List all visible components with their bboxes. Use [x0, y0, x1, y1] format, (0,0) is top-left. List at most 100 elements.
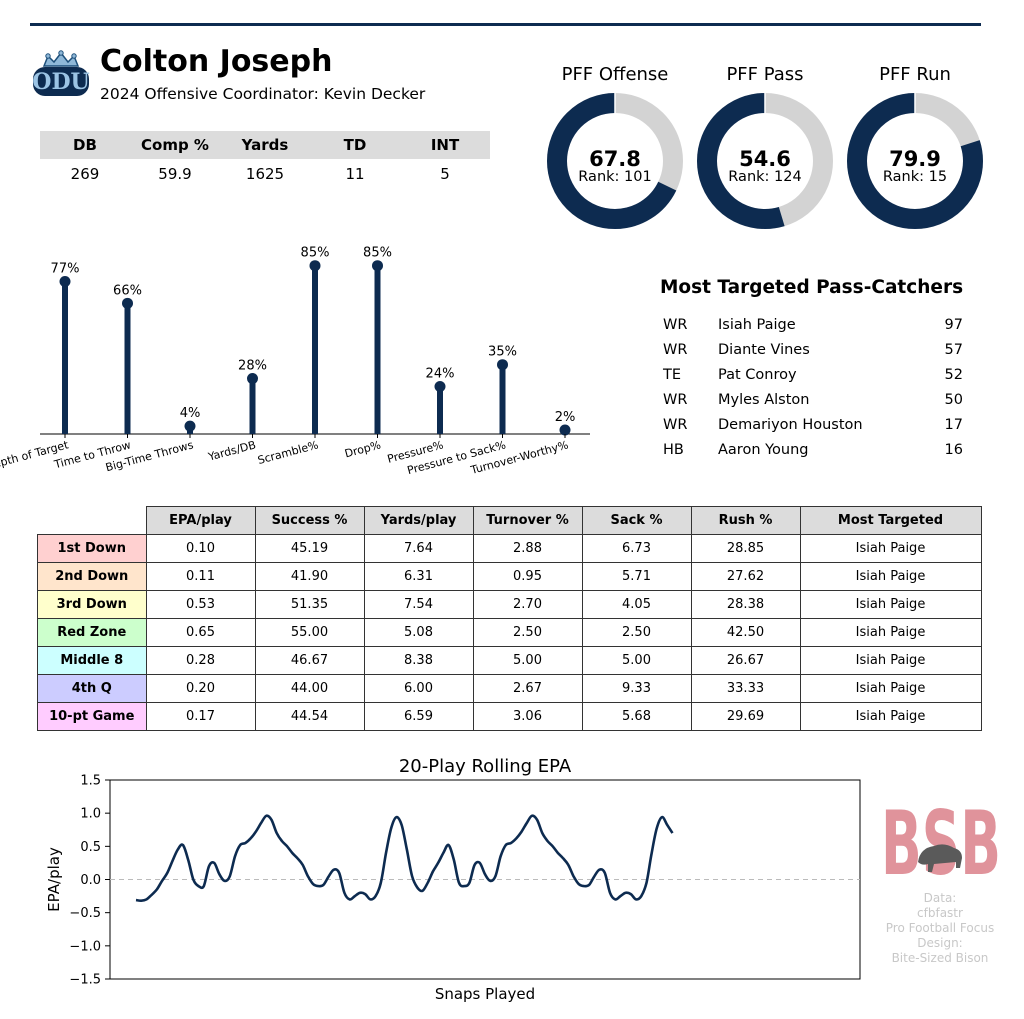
situation-row: 1st Down 0.10 45.19 7.64 2.88 6.73 28.85 Isiah … — [37, 534, 982, 563]
lollipop-value-label: 4% — [180, 406, 201, 421]
situation-column-header: EPA/play — [145, 506, 256, 535]
lollipop-dot — [59, 276, 71, 288]
lollipop-value-label: 85% — [363, 246, 392, 261]
situation-row: Middle 8 0.28 46.67 8.38 5.00 5.00 26.67 Isiah … — [37, 646, 982, 675]
epa-y-axis-label: EPA/play — [45, 847, 63, 912]
most-targeted-title: Most Targeted Pass-Catchers — [660, 277, 964, 298]
situation-cell: 2.50 — [472, 618, 583, 647]
stat-header-4: INT — [430, 136, 460, 154]
pff-donut-1: PFF Pass 54.6 Rank: 124 — [690, 62, 840, 238]
target-player: Isiah Paige — [718, 317, 796, 333]
coordinator-subtitle: 2024 Offensive Coordinator: Kevin Decker — [100, 85, 426, 103]
situation-cell: 55.00 — [254, 618, 365, 647]
donut-ring — [847, 92, 983, 229]
top-divider — [30, 23, 981, 26]
target-count: 17 — [944, 417, 963, 433]
target-count: 16 — [944, 442, 963, 458]
bison-icon — [918, 844, 962, 872]
situation-cell: 0.17 — [145, 702, 256, 731]
stat-header-3: TD — [343, 136, 367, 154]
situation-row: Red Zone 0.65 55.00 5.08 2.50 2.50 42.50 Isiah … — [37, 618, 982, 647]
situation-cell: 6.59 — [363, 702, 474, 731]
target-position: HB — [663, 442, 684, 458]
donut-ring — [547, 92, 683, 229]
situation-label: 2nd Down — [37, 562, 147, 591]
situation-cell: Isiah Paige — [799, 618, 982, 647]
target-row: WR Myles Alston 50 — [662, 392, 972, 417]
situation-cell: 2.50 — [581, 618, 692, 647]
situation-cell: 0.20 — [145, 674, 256, 703]
svg-text:BSB: BSB — [881, 792, 1001, 882]
situation-cell: 0.10 — [145, 534, 256, 563]
epa-x-axis-label: Snaps Played — [435, 985, 535, 1003]
pff-rank-label: Rank: 124 — [728, 169, 802, 185]
target-row: WR Isiah Paige 97 — [662, 317, 972, 342]
credit-line: Data: — [923, 891, 957, 905]
pff-donut-title: PFF Offense — [561, 64, 669, 85]
target-row: TE Pat Conroy 52 — [662, 367, 972, 392]
lollipop-value-label: 85% — [301, 246, 330, 261]
lollipop-category-label: Scramble% — [256, 438, 320, 467]
stat-value-4: 5 — [440, 165, 450, 183]
situation-cell: 9.33 — [581, 674, 692, 703]
pff-donut-title: PFF Run — [879, 64, 951, 85]
situation-label: 4th Q — [37, 674, 147, 703]
situation-row: 3rd Down 0.53 51.35 7.54 2.70 4.05 28.38 Isiah … — [37, 590, 982, 619]
target-position: TE — [663, 367, 682, 383]
pff-donut-0: PFF Offense 67.8 Rank: 101 — [540, 62, 690, 238]
lollipop-value-label: 66% — [113, 283, 142, 298]
situation-cell: 42.50 — [690, 618, 801, 647]
epa-y-tick-label: 1.0 — [80, 807, 101, 822]
credits-block: Data: cfbfastr Pro Football Focus Design: Bi… — [876, 891, 1004, 966]
target-player: Aaron Young — [718, 442, 809, 458]
target-position: WR — [663, 392, 688, 408]
epa-y-tick-label: −0.5 — [69, 906, 101, 921]
pff-donut-2: PFF Run 79.9 Rank: 15 — [840, 62, 990, 238]
pff-grade-value: 67.8 — [589, 147, 641, 171]
epa-y-tick-label: −1.0 — [69, 939, 101, 954]
situation-cell: 7.64 — [363, 534, 474, 563]
lollipop-dot — [497, 359, 508, 371]
target-player: Demariyon Houston — [718, 417, 863, 433]
lollipop-value-label: 35% — [488, 345, 517, 360]
situation-row: 2nd Down 0.11 41.90 6.31 0.95 5.71 27.62 Isiah … — [37, 562, 982, 591]
situation-column-header: Success % — [254, 506, 365, 535]
credit-line: cfbfastr — [917, 906, 963, 920]
situation-cell: 8.38 — [363, 646, 474, 675]
pff-rank-label: Rank: 101 — [578, 169, 652, 185]
situation-column-header: Rush % — [690, 506, 801, 535]
situation-cell: 6.31 — [363, 562, 474, 591]
crown-icon — [42, 50, 80, 67]
situation-row: 10-pt Game 0.17 44.54 6.59 3.06 5.68 29.69 Isia… — [37, 702, 982, 731]
credit-line: Pro Football Focus — [885, 921, 995, 935]
situation-cell: 0.53 — [145, 590, 256, 619]
lollipop-value-label: 24% — [426, 366, 455, 381]
stat-value-2: 1625 — [245, 165, 285, 183]
target-position: WR — [663, 342, 688, 358]
lollipop-dot — [309, 260, 321, 272]
situation-cell: 44.54 — [254, 702, 365, 731]
situation-cell: Isiah Paige — [799, 674, 982, 703]
lollipop-dot — [434, 380, 446, 392]
rolling-epa-chart: 20-Play Rolling EPA −1.5 −1.0 −0.5 0.0 0.5 1.0… — [45, 756, 861, 1003]
target-player: Pat Conroy — [718, 367, 797, 383]
lollipop-category-label: Drop% — [343, 438, 382, 460]
team-logo: ODU — [32, 50, 90, 96]
target-row: WR Diante Vines 57 — [662, 342, 972, 367]
situation-row: 4th Q 0.20 44.00 6.00 2.67 9.33 33.33 Isiah Pai… — [37, 674, 982, 703]
target-count: 50 — [944, 392, 963, 408]
situation-label: Middle 8 — [37, 646, 147, 675]
epa-series-line — [135, 814, 674, 903]
situation-cell: 41.90 — [254, 562, 365, 591]
lollipop-value-label: 28% — [238, 359, 267, 374]
stat-header-2: Yards — [241, 136, 289, 154]
situation-header-blank — [38, 507, 147, 535]
situation-column-header: Sack % — [581, 506, 692, 535]
situation-cell: Isiah Paige — [799, 590, 982, 619]
situational-table: EPA/play Success % Yards/play Turnover % Sac… — [37, 506, 982, 731]
pff-donut-title: PFF Pass — [726, 64, 804, 85]
donut-ring — [697, 92, 833, 229]
situation-cell: Isiah Paige — [799, 646, 982, 675]
lollipop-dot — [247, 373, 258, 385]
